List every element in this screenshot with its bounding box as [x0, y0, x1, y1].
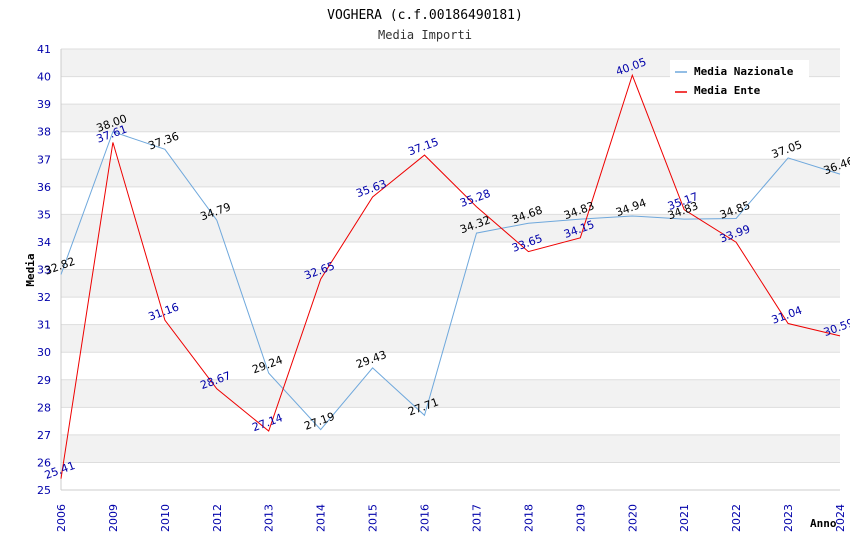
y-tick-label: 27 [37, 429, 51, 442]
x-tick-label: 2009 [107, 504, 120, 532]
y-tick-label: 32 [37, 291, 51, 304]
grid-band [61, 104, 840, 132]
x-tick-label: 2020 [626, 504, 639, 532]
x-tick-label: 2019 [574, 504, 587, 532]
legend: Media Nazionale Media Ente [670, 60, 809, 102]
y-axis-label: Media [24, 253, 37, 286]
y-axis-ticks: 25 26 27 28 29 30 31 32 33 34 35 36 37 38 39 40 41 [37, 43, 51, 497]
y-tick-label: 34 [37, 236, 51, 249]
legend-background [670, 60, 809, 102]
x-tick-label: 2012 [211, 504, 224, 532]
legend-label-ente: Media Ente [694, 84, 761, 97]
y-tick-label: 25 [37, 484, 51, 497]
x-tick-label: 2006 [55, 504, 68, 532]
x-tick-label: 2022 [730, 504, 743, 532]
x-tick-label: 2014 [315, 504, 328, 532]
x-tick-label: 2024 [834, 504, 847, 532]
grid-band [61, 434, 840, 463]
y-tick-label: 28 [37, 401, 51, 414]
x-tick-label: 2010 [159, 504, 172, 532]
grid-band [61, 159, 840, 187]
grid-band [61, 269, 840, 298]
chart-title: VOGHERA (c.f.00186490181) [327, 8, 523, 23]
y-tick-label: 35 [37, 208, 51, 221]
y-tick-label: 31 [37, 319, 51, 332]
x-axis-ticks: 2006 2009 2010 2012 2013 2014 2015 2016 2017 2018… [55, 504, 847, 532]
y-tick-label: 33 [37, 264, 51, 277]
x-tick-label: 2023 [782, 504, 795, 532]
y-tick-label: 41 [37, 43, 51, 56]
y-tick-label: 36 [37, 181, 51, 194]
data-label-nazionale: 37.05 [770, 138, 804, 161]
data-label-ente: 37.15 [406, 135, 440, 158]
y-tick-label: 26 [37, 456, 51, 469]
grid-bands [61, 49, 840, 463]
x-axis-label: Anno [810, 517, 837, 530]
chart-subtitle: Media Importi [378, 28, 472, 42]
y-tick-label: 29 [37, 374, 51, 387]
data-label-ente: 31.04 [770, 304, 804, 327]
data-label-ente: 27.14 [251, 411, 285, 434]
x-tick-label: 2017 [470, 504, 483, 532]
y-tick-label: 30 [37, 346, 51, 359]
grid-band [61, 379, 840, 408]
y-tick-label: 39 [37, 98, 51, 111]
data-label-ente: 31.16 [147, 300, 181, 323]
series-line-nazionale [60, 131, 841, 431]
legend-label-nazionale: Media Nazionale [694, 65, 794, 78]
series-line-ente [60, 73, 841, 479]
axes [60, 49, 840, 491]
data-label-nazionale: 27.19 [302, 410, 336, 433]
x-tick-label: 2021 [678, 504, 691, 532]
data-label-nazionale: 29.24 [251, 353, 285, 376]
y-tick-label: 38 [37, 126, 51, 139]
x-tick-label: 2013 [263, 504, 276, 532]
data-label-ente: 35.28 [458, 187, 492, 210]
x-tick-label: 2015 [367, 504, 380, 532]
y-tick-label: 40 [37, 71, 51, 84]
series-lines [60, 73, 841, 479]
x-tick-label: 2018 [522, 504, 535, 532]
grid-band [61, 324, 840, 353]
y-tick-label: 37 [37, 153, 51, 166]
x-tick-label: 2016 [419, 504, 432, 532]
